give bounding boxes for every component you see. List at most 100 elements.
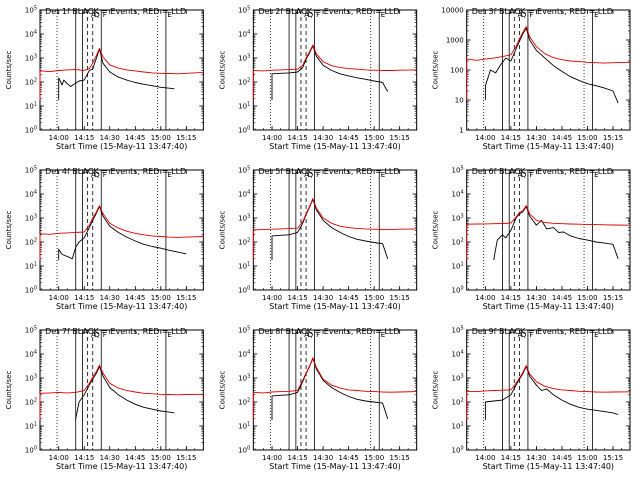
plot-frame	[39, 169, 204, 291]
y-tick-label: 102	[238, 238, 250, 247]
x-tick-label: 14:30	[100, 134, 120, 142]
y-axis-label: Counts/sec	[218, 51, 226, 90]
y-tick-label: 10000	[441, 7, 463, 15]
y-tick-label: 103	[25, 54, 37, 63]
x-tick-label: 14:45	[339, 454, 359, 462]
marker-letter: A	[304, 171, 309, 179]
y-tick-label: 100	[25, 286, 37, 295]
y-tick-label: 102	[452, 238, 464, 247]
y-tick-label: 104	[25, 190, 37, 199]
y-tick-label: 101	[25, 262, 37, 271]
x-tick-label: 15:00	[364, 454, 384, 462]
x-tick-label: 15:00	[364, 294, 384, 302]
y-tick-label: 100	[238, 286, 250, 295]
chart-panel-6: AQ F E 100 101 102 103 104 105 14:00 14:15 14:30 14:…	[432, 166, 631, 311]
x-tick-label: 14:15	[74, 294, 94, 302]
y-tick-label: 103	[238, 374, 250, 383]
x-tick-label: 14:30	[100, 294, 120, 302]
x-tick-label: 14:00	[49, 134, 69, 142]
y-axis-label: Counts/sec	[5, 51, 13, 90]
x-tick-label: 15:15	[176, 134, 196, 142]
y-tick-label: 100	[25, 126, 37, 135]
y-tick-label: 101	[238, 102, 250, 111]
y-tick-label: 101	[452, 262, 464, 271]
chart-title: Det 4f BLACK = Events, RED = LLD	[45, 167, 186, 176]
y-axis-label: Counts/sec	[218, 211, 226, 250]
series-lld-line	[252, 44, 417, 100]
x-tick-label: 15:15	[176, 454, 196, 462]
series-events-line	[271, 198, 389, 260]
x-tick-label: 14:45	[339, 294, 359, 302]
x-tick-label: 14:45	[125, 454, 145, 462]
x-axis-label: Start Time (15-May-11 13:47:40)	[269, 142, 400, 151]
y-tick-label: 105	[238, 326, 250, 335]
y-tick-label: 100	[452, 446, 464, 455]
x-tick-label: 15:15	[390, 134, 410, 142]
chart-title: Det 5f BLACK = Events, RED = LLD	[258, 167, 399, 176]
y-tick-label: 101	[238, 262, 250, 271]
x-tick-label: 14:15	[501, 454, 521, 462]
plot-frame	[39, 9, 204, 131]
y-tick-label: 103	[452, 374, 464, 383]
x-axis-label: Start Time (15-May-11 13:47:40)	[269, 462, 400, 471]
x-tick-label: 14:00	[49, 454, 69, 462]
y-tick-label: 102	[238, 398, 250, 407]
y-tick-label: 103	[238, 214, 250, 223]
marker-letter: F	[316, 171, 320, 179]
marker-letter: E	[594, 331, 598, 339]
x-tick-label: 14:15	[287, 294, 307, 302]
x-tick-label: 14:15	[74, 134, 94, 142]
marker-letter: E	[594, 171, 598, 179]
y-tick-label: 101	[25, 422, 37, 431]
y-tick-label: 103	[452, 214, 464, 223]
chart-title: Det 9f BLACK = Events, RED = LLD	[472, 327, 613, 336]
series-events-line	[271, 358, 389, 420]
x-tick-label: 14:00	[475, 454, 495, 462]
x-tick-label: 15:15	[603, 294, 623, 302]
y-tick-label: 102	[25, 78, 37, 87]
chart-title: Det 3f BLACK = Events, RED = LLD	[472, 7, 613, 16]
marker-letter: A	[518, 331, 523, 339]
x-tick-label: 15:15	[603, 134, 623, 142]
plot-frame	[466, 329, 631, 451]
marker-letter: A	[91, 171, 96, 179]
x-tick-label: 14:15	[501, 134, 521, 142]
y-tick-label: 101	[25, 102, 37, 111]
y-tick-label: 102	[452, 398, 464, 407]
chart-panel-8: AQ F E 100 101 102 103 104 105 14:00 14:15 14:30 14:…	[218, 326, 418, 471]
y-tick-label: 104	[452, 350, 464, 359]
y-tick-label: 103	[238, 54, 250, 63]
plot-frame	[252, 329, 418, 451]
plot-frame	[466, 169, 631, 291]
marker-letter: E	[594, 11, 598, 19]
x-tick-label: 14:15	[74, 454, 94, 462]
x-axis-label: Start Time (15-May-11 13:47:40)	[483, 142, 614, 151]
y-tick-label: 104	[452, 190, 464, 199]
y-axis-label: Counts/sec	[432, 211, 440, 250]
chart-panel-5: AQ F E 100 101 102 103 104 105 14:00 14:15 14:30 14:…	[218, 166, 418, 311]
x-tick-label: 14:15	[501, 294, 521, 302]
y-tick-label: 103	[25, 214, 37, 223]
x-tick-label: 14:00	[262, 454, 282, 462]
y-tick-label: 100	[238, 126, 250, 135]
y-tick-label: 100	[25, 446, 37, 455]
x-tick-label: 15:00	[577, 134, 597, 142]
y-tick-label: 100	[238, 446, 250, 455]
chart-panel-9: AQ F E 100 101 102 103 104 105 14:00 14:15 14:30 14:…	[432, 326, 631, 471]
y-axis-label: Counts/sec	[5, 371, 13, 410]
marker-letter: Q	[94, 331, 100, 339]
x-tick-label: 14:45	[552, 454, 572, 462]
marker-letter: E	[381, 171, 385, 179]
y-tick-label: 105	[452, 166, 464, 175]
y-tick-label: 105	[25, 326, 37, 335]
x-tick-label: 14:30	[313, 134, 333, 142]
marker-letter: Q	[308, 331, 314, 339]
x-axis-label: Start Time (15-May-11 13:47:40)	[483, 462, 614, 471]
marker-letter: Q	[521, 331, 527, 339]
y-tick-label: 102	[25, 398, 37, 407]
marker-letter: Q	[308, 11, 314, 19]
y-tick-label: 104	[238, 350, 250, 359]
x-axis-label: Start Time (15-May-11 13:47:40)	[56, 462, 187, 471]
y-tick-label: 101	[238, 422, 250, 431]
